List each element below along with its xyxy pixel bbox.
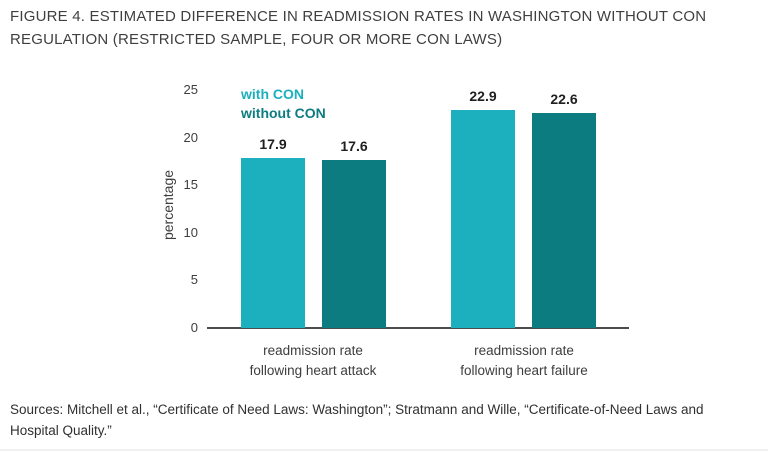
y-tick-label: 20 xyxy=(183,129,198,145)
bar-with-con xyxy=(241,158,305,328)
bar-value-label: 22.6 xyxy=(550,91,578,107)
y-tick-label: 5 xyxy=(190,272,198,288)
bar-without-con xyxy=(322,160,386,328)
y-tick-label: 25 xyxy=(183,82,198,97)
x-axis-line xyxy=(207,327,629,329)
figure-title: FIGURE 4. ESTIMATED DIFFERENCE IN READMI… xyxy=(10,8,707,48)
y-tick-label: 0 xyxy=(190,320,198,335)
y-tick-label: 15 xyxy=(183,177,198,193)
legend-with-con: with CON xyxy=(241,86,304,102)
y-tick-label: 10 xyxy=(183,224,198,240)
bar-with-con xyxy=(451,110,515,328)
bar-value-label: 22.9 xyxy=(469,88,497,104)
x-category-label: readmission rate following heart attack xyxy=(249,343,377,378)
legend: with CON without CON xyxy=(241,85,326,123)
chart: percentage with CON without CON 0 5 10 15 20… xyxy=(160,82,629,378)
bar-without-con xyxy=(532,113,596,328)
bar-value-label: 17.9 xyxy=(259,136,287,152)
sources-note: Sources: Mitchell et al., “Certificate o… xyxy=(10,402,704,438)
legend-without-con: without CON xyxy=(241,105,326,121)
bar-value-label: 17.6 xyxy=(340,138,368,154)
x-category-label: readmission rate following heart failure xyxy=(460,343,588,378)
